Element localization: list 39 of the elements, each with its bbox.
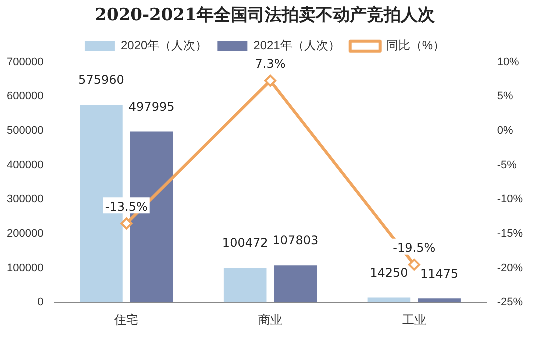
y-tick-label: 100000 [6, 262, 44, 274]
y-tick-label: 200000 [6, 228, 44, 240]
bar [274, 266, 318, 303]
legend-label: 2020年（人次） [120, 38, 208, 53]
bar [368, 298, 411, 303]
point [408, 258, 420, 271]
y2-tick-label: -10% [497, 194, 524, 206]
y2-tick-label: -20% [497, 262, 524, 274]
legend-label: 2021年（人次） [254, 38, 340, 53]
y2-tick-label: 5% [497, 90, 514, 103]
y-tick-label: 0 [38, 296, 44, 309]
y2-tick-label: -25% [497, 296, 524, 309]
y-tick-label: 700000 [6, 56, 44, 68]
bar [224, 268, 267, 303]
y-tick-label: 600000 [6, 90, 44, 103]
point [264, 74, 277, 87]
data-label: 14250 [370, 266, 408, 280]
y-tick-label: 300000 [6, 194, 44, 206]
data-label: 7.3% [255, 57, 286, 72]
data-label: -13.5% [105, 200, 148, 214]
data-label: -19.5% [393, 240, 436, 255]
legend-label: 同比（%） [386, 38, 446, 53]
data-label: 100472 [222, 236, 268, 250]
x-tick-label: 工业 [402, 313, 426, 328]
x-tick-label: 商业 [258, 313, 283, 328]
bar [418, 298, 461, 303]
data-label: 497995 [128, 100, 175, 114]
y-tick-label: 400000 [6, 159, 44, 172]
y2-tick-label: 0% [497, 125, 514, 138]
y2-tick-label: 10% [497, 56, 520, 68]
data-label: 575960 [78, 73, 124, 88]
data-label: 107803 [272, 234, 319, 248]
x-tick-label: 住宅 [114, 313, 139, 328]
point [120, 218, 133, 230]
data-label: 11475 [420, 266, 459, 281]
chart-title: 2020-2021年全国司法拍卖不动产竞拍人次 [95, 6, 436, 26]
y2-tick-label: -15% [497, 228, 524, 240]
y-tick-label: 500000 [6, 125, 44, 138]
y2-tick-label: -5% [497, 159, 518, 172]
